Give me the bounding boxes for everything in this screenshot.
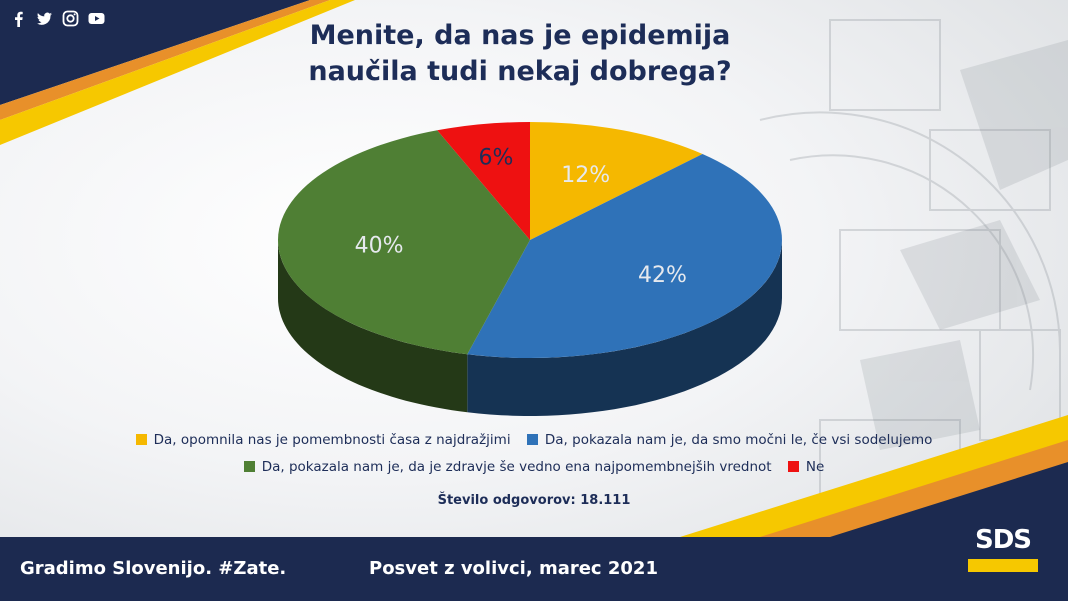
social-icons — [10, 10, 105, 27]
response-count: Število odgovorov: 18.111 — [437, 493, 631, 508]
pie-slice — [467, 154, 782, 359]
data-label: 12% — [561, 163, 610, 188]
title-line-1: Menite, da nas je epidemija — [309, 20, 731, 51]
legend-swatch — [526, 434, 538, 445]
pie-slice — [277, 130, 530, 355]
legend-swatch — [243, 461, 255, 472]
facebook-icon[interactable] — [10, 10, 27, 27]
legend-row-1: Da, opomnila nas je pomembnosti časa z n… — [0, 432, 1068, 448]
instagram-icon[interactable] — [62, 10, 79, 27]
legend-item: Da, pokazala nam je, da je zdravje še ve… — [243, 459, 772, 475]
data-label: 42% — [638, 263, 687, 288]
legend-item: Ne — [787, 459, 825, 475]
youtube-icon[interactable] — [88, 10, 105, 27]
pie-slice — [530, 122, 703, 240]
footer-slogan: Gradimo Slovenijo. #Zate. — [20, 558, 287, 579]
logo-bar — [968, 559, 1038, 572]
footer-bar: Gradimo Slovenijo. #Zate. Posvet z voliv… — [0, 537, 1068, 601]
pie-slice-side — [467, 240, 782, 416]
legend-label: Ne — [805, 459, 825, 475]
data-label: 40% — [355, 233, 404, 258]
legend-label: Da, pokazala nam je, da smo močni le, če… — [544, 432, 933, 448]
pie-slice — [437, 122, 530, 240]
title-line-2: naučila tudi nekaj dobrega? — [308, 56, 732, 87]
legend-swatch — [135, 434, 147, 445]
data-label: 6% — [479, 146, 514, 171]
legend-item: Da, opomnila nas je pomembnosti časa z n… — [135, 432, 511, 448]
page-title: Menite, da nas je epidemija naučila tudi… — [250, 18, 790, 90]
pie-slice-side — [278, 240, 468, 413]
legend-label: Da, opomnila nas je pomembnosti časa z n… — [153, 432, 511, 448]
legend-swatch — [787, 461, 799, 472]
logo-text: SDS — [974, 525, 1032, 555]
legend-item: Da, pokazala nam je, da smo močni le, če… — [526, 432, 933, 448]
footer-event: Posvet z volivci, marec 2021 — [369, 558, 658, 579]
twitter-icon[interactable] — [36, 10, 53, 27]
sds-logo: SDS — [968, 525, 1038, 573]
legend-row-2: Da, pokazala nam je, da je zdravje še ve… — [0, 459, 1068, 475]
legend-label: Da, pokazala nam je, da je zdravje še ve… — [261, 459, 772, 475]
